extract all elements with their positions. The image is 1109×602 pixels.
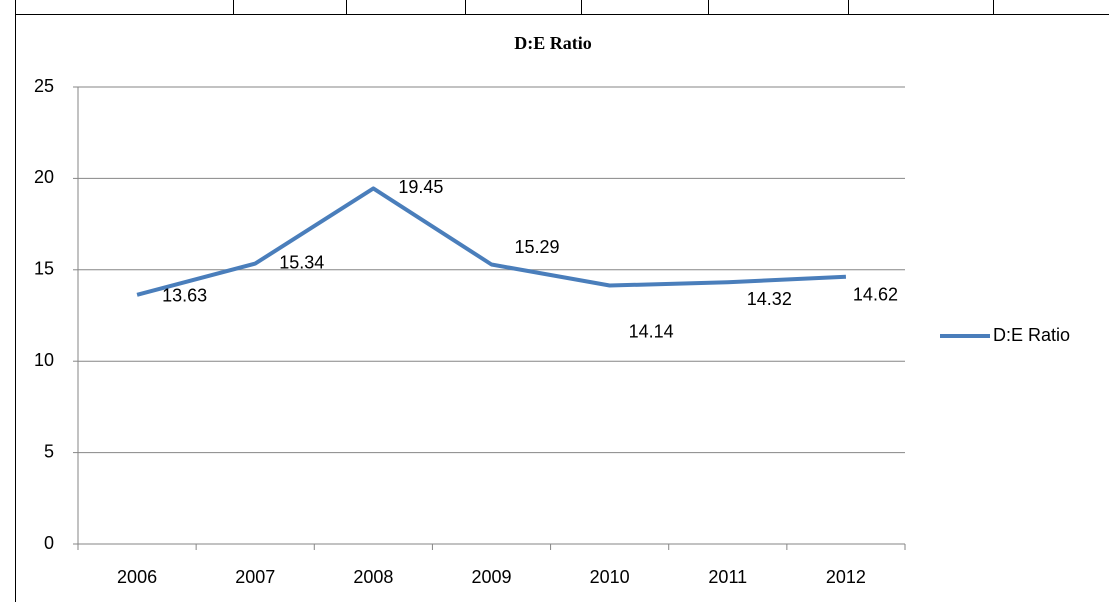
y-tick-label: 25 [34,76,54,96]
x-tick-label: 2006 [117,567,157,587]
data-label: 15.34 [279,252,324,272]
data-label: 15.29 [515,237,560,257]
x-tick-label: 2007 [235,567,275,587]
table-border [15,0,1109,602]
y-tick-label: 20 [34,167,54,187]
chart-title: D:E Ratio [514,33,592,53]
x-tick-label: 2010 [590,567,630,587]
x-tick-label: 2009 [471,567,511,587]
y-tick-label: 0 [44,533,54,553]
y-tick-label: 5 [44,441,54,461]
data-label: 14.14 [629,321,674,341]
data-line [136,186,847,297]
data-label: 14.32 [747,289,792,309]
y-tick-label: 10 [34,350,54,370]
y-tick-label: 15 [34,259,54,279]
data-label: 14.62 [853,284,898,304]
data-label: 13.63 [162,286,207,306]
x-tick-label: 2008 [353,567,393,587]
x-tick-label: 2011 [708,567,747,587]
data-label: 19.45 [398,177,443,197]
legend-label: D:E Ratio [993,325,1070,345]
x-tick-label: 2012 [826,567,866,587]
